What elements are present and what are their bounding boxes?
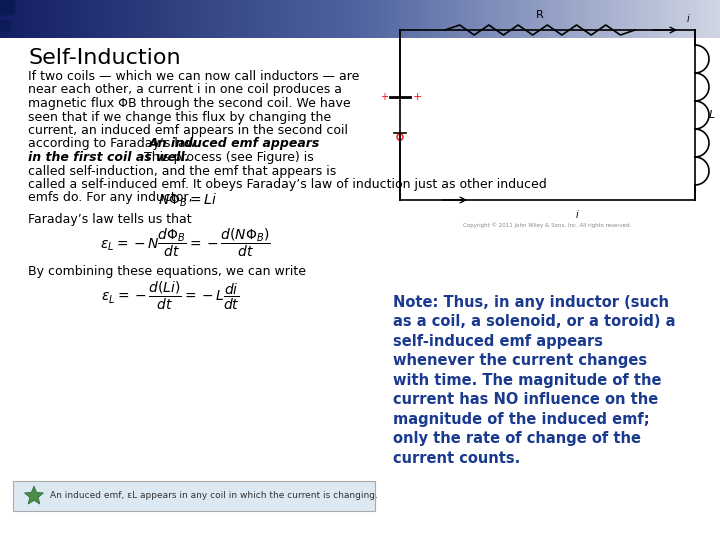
Text: near each other, a current i in one coil produces a: near each other, a current i in one coil… [28,84,342,97]
Text: $N\Phi_B = Li$: $N\Phi_B = Li$ [158,192,217,209]
Text: If two coils — which we can now call inductors — are: If two coils — which we can now call ind… [28,70,359,83]
Text: $\varepsilon_L = -N\dfrac{d\Phi_B}{dt} = -\dfrac{d\left(N\Phi_B\right)}{dt}$: $\varepsilon_L = -N\dfrac{d\Phi_B}{dt} =… [99,226,270,259]
Text: Copyright © 2011 John Wiley & Sons, Inc. All rights reserved.: Copyright © 2011 John Wiley & Sons, Inc.… [463,222,631,228]
Text: current has NO influence on the: current has NO influence on the [393,393,658,408]
Text: whenever the current changes: whenever the current changes [393,354,647,368]
Text: An induced emf appears: An induced emf appears [148,138,320,151]
Text: Faraday’s law tells us that: Faraday’s law tells us that [28,213,192,226]
Text: magnetic flux ΦB through the second coil. We have: magnetic flux ΦB through the second coil… [28,97,351,110]
Bar [0,20,10,30]
Text: R: R [536,10,544,20]
Text: self-induced emf appears: self-induced emf appears [393,334,603,349]
Text: in the first coil as well.: in the first coil as well. [28,151,189,164]
Text: current counts.: current counts. [393,451,521,466]
Text: called a self-induced emf. It obeys Faraday’s law of induction just as other ind: called a self-induced emf. It obeys Fara… [28,178,546,191]
Text: +: + [413,92,423,102]
Text: magnitude of the induced emf;: magnitude of the induced emf; [393,412,649,427]
Text: i: i [687,14,690,24]
Text: Note: Thus, in any inductor (such: Note: Thus, in any inductor (such [393,295,669,310]
Text: as a coil, a solenoid, or a toroid) a: as a coil, a solenoid, or a toroid) a [393,314,675,329]
Text: with time. The magnitude of the: with time. The magnitude of the [393,373,662,388]
Text: $\varepsilon_L = -\dfrac{d\left(Li\right)}{dt} = -L\dfrac{di}{dt}$: $\varepsilon_L = -\dfrac{d\left(Li\right… [101,280,240,312]
Text: Self-Induction: Self-Induction [28,48,181,68]
Text: L: L [709,110,715,120]
Text: This process (see Figure) is: This process (see Figure) is [140,151,314,164]
Text: called self-induction, and the emf that appears is: called self-induction, and the emf that … [28,165,336,178]
Text: seen that if we change this flux by changing the: seen that if we change this flux by chan… [28,111,331,124]
Bar [0,0,14,14]
Text: +: + [380,92,388,102]
FancyBboxPatch shape [13,481,375,511]
FancyBboxPatch shape [386,288,710,487]
Text: An induced emf, εL appears in any coil in which the current is changing.: An induced emf, εL appears in any coil i… [50,491,378,501]
Text: current, an induced emf appears in the second coil: current, an induced emf appears in the s… [28,124,348,137]
Text: emfs do. For any inductor,: emfs do. For any inductor, [28,192,192,205]
Text: i: i [576,210,579,220]
Polygon shape [24,486,43,504]
Text: according to Faraday’s law.: according to Faraday’s law. [28,138,203,151]
Text: only the rate of change of the: only the rate of change of the [393,431,641,447]
Text: By combining these equations, we can write: By combining these equations, we can wri… [28,265,306,278]
